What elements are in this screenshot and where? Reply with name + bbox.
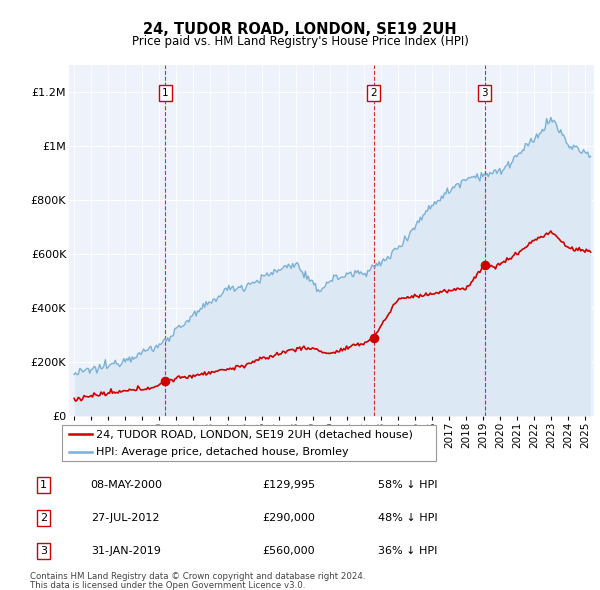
- Text: Price paid vs. HM Land Registry's House Price Index (HPI): Price paid vs. HM Land Registry's House …: [131, 35, 469, 48]
- Text: 2: 2: [40, 513, 47, 523]
- Text: 3: 3: [481, 88, 488, 99]
- Point: [369, 333, 379, 342]
- Text: This data is licensed under the Open Government Licence v3.0.: This data is licensed under the Open Gov…: [30, 581, 305, 590]
- Text: 58% ↓ HPI: 58% ↓ HPI: [378, 480, 437, 490]
- Text: 48% ↓ HPI: 48% ↓ HPI: [378, 513, 437, 523]
- Text: £290,000: £290,000: [262, 513, 315, 523]
- Point: [480, 260, 490, 270]
- FancyBboxPatch shape: [62, 425, 436, 461]
- Text: 27-JUL-2012: 27-JUL-2012: [91, 513, 159, 523]
- Text: HPI: Average price, detached house, Bromley: HPI: Average price, detached house, Brom…: [96, 447, 349, 457]
- Text: 1: 1: [40, 480, 47, 490]
- Text: 1: 1: [162, 88, 169, 99]
- Text: 24, TUDOR ROAD, LONDON, SE19 2UH: 24, TUDOR ROAD, LONDON, SE19 2UH: [143, 22, 457, 37]
- Text: 31-JAN-2019: 31-JAN-2019: [91, 546, 161, 556]
- Text: 24, TUDOR ROAD, LONDON, SE19 2UH (detached house): 24, TUDOR ROAD, LONDON, SE19 2UH (detach…: [96, 430, 413, 440]
- Point: [161, 376, 170, 386]
- Text: 2: 2: [370, 88, 377, 99]
- Text: 3: 3: [40, 546, 47, 556]
- Text: £560,000: £560,000: [262, 546, 314, 556]
- Text: Contains HM Land Registry data © Crown copyright and database right 2024.: Contains HM Land Registry data © Crown c…: [30, 572, 365, 581]
- Text: 08-MAY-2000: 08-MAY-2000: [91, 480, 163, 490]
- Text: £129,995: £129,995: [262, 480, 315, 490]
- Text: 36% ↓ HPI: 36% ↓ HPI: [378, 546, 437, 556]
